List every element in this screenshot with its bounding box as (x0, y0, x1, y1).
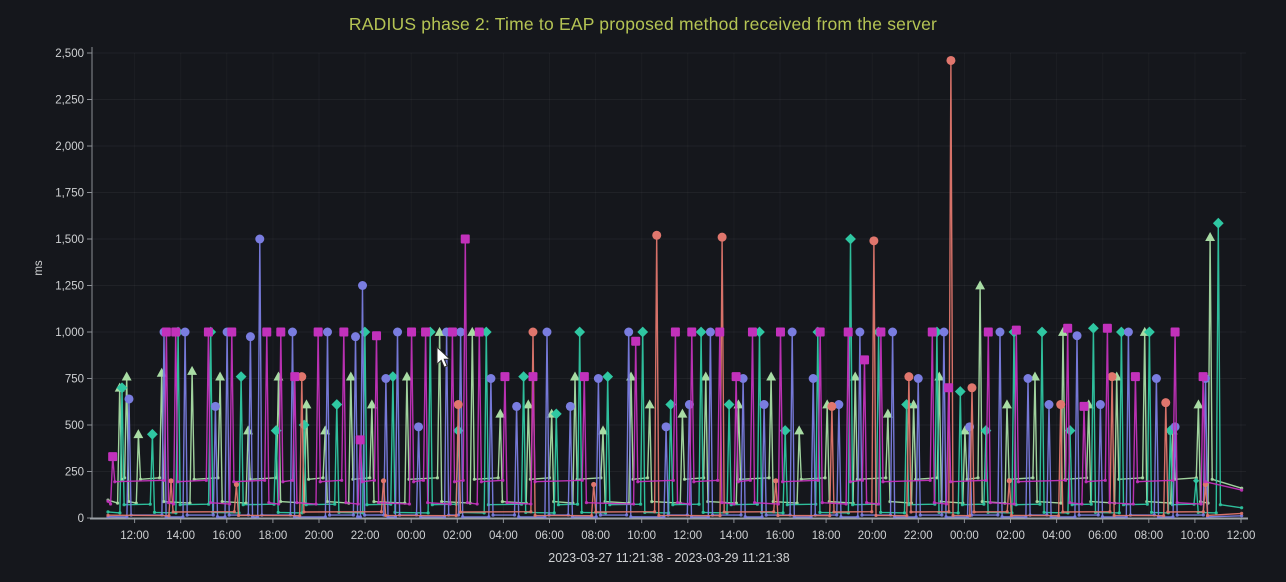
y-tick-label: 2,000 (55, 141, 84, 153)
series-salmon (106, 55, 1244, 518)
x-tick-label: 10:00 (627, 530, 656, 542)
x-tick-label: 14:00 (166, 530, 195, 542)
chart-title: RADIUS phase 2: Time to EAP proposed met… (348, 14, 938, 34)
x-tick-label: 20:00 (305, 530, 334, 542)
mouse-cursor (436, 345, 452, 368)
x-tick-label: 04:00 (489, 530, 518, 542)
axes (90, 47, 1248, 520)
x-tick-label: 18:00 (812, 530, 841, 542)
x-tick-label: 02:00 (996, 530, 1025, 542)
y-tick-label: 750 (65, 374, 84, 386)
time-range-label: 2023-03-27 11:21:38 - 2023-03-29 11:21:3… (548, 551, 790, 565)
x-tick-label: 08:00 (1134, 530, 1163, 542)
y-tick-label: 2,500 (55, 48, 84, 60)
x-tick-label: 12:00 (120, 530, 149, 542)
y-tick-label: 0 (78, 513, 84, 525)
x-tick-label: 14:00 (720, 530, 749, 542)
x-tick-label: 00:00 (397, 530, 426, 542)
x-tick-label: 00:00 (950, 530, 979, 542)
y-tick-label: 1,750 (55, 188, 84, 200)
x-tick-label: 08:00 (581, 530, 610, 542)
x-tick-label: 04:00 (1042, 530, 1071, 542)
y-tick-label: 500 (65, 420, 84, 432)
x-tick-label: 22:00 (351, 530, 380, 542)
series-magenta (106, 234, 1244, 506)
x-axis-tick-labels: 12:00 14:00 16:00 18:00 20:00 22:00 00:00 02:00… (120, 530, 1255, 542)
x-tick-label: 20:00 (858, 530, 887, 542)
y-tick-label: 1,000 (55, 327, 84, 339)
x-tick-label: 16:00 (212, 530, 241, 542)
y-tick-label: 1,250 (55, 281, 84, 293)
x-tick-label: 22:00 (904, 530, 933, 542)
x-tick-label: 18:00 (259, 530, 288, 542)
x-tick-label: 02:00 (443, 530, 472, 542)
y-tick-label: 250 (65, 467, 84, 479)
x-tick-label: 10:00 (1181, 530, 1210, 542)
x-tick-label: 12:00 (673, 530, 702, 542)
x-tick-label: 16:00 (766, 530, 795, 542)
x-tick-label: 06:00 (535, 530, 564, 542)
y-tick-label: 2,250 (55, 95, 84, 107)
y-tick-label: 1,500 (55, 234, 84, 246)
x-tick-label: 12:00 (1227, 530, 1256, 542)
x-tick-label: 06:00 (1088, 530, 1117, 542)
y-axis-tick-labels: 0 250 500 750 1,000 1,250 1,500 1,750 2,000 2,250… (55, 48, 84, 525)
